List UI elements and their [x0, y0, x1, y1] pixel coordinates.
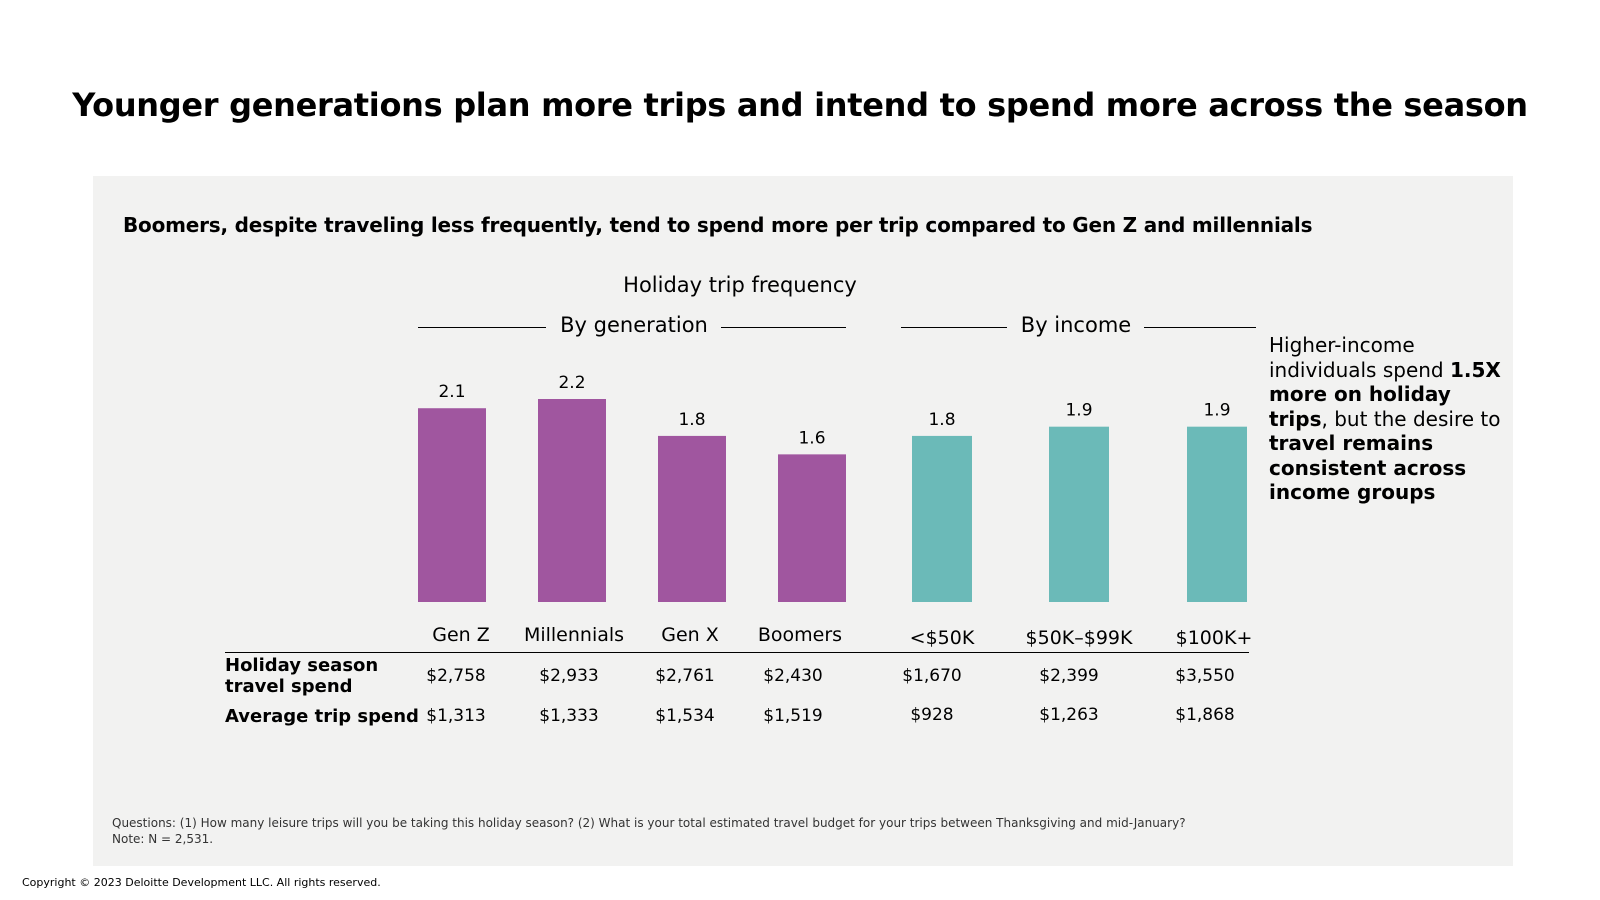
category-label-100k-plus: $100K+	[1175, 627, 1253, 649]
avg-trip-spend-boomers: $1,519	[763, 706, 823, 726]
bar-value-100k: 1.9	[1203, 401, 1230, 421]
income-rule-left	[901, 327, 1007, 328]
category-label-millennials: Millennials	[523, 624, 625, 646]
footnote: Questions: (1) How many leisure trips wi…	[112, 815, 1186, 847]
bar-value-gen-x: 1.8	[678, 410, 705, 430]
category-label-gen-z: Gen Z	[432, 624, 490, 646]
bar-value-millennials: 2.2	[558, 373, 585, 393]
holiday-spend-50k-99k: $2,399	[1039, 666, 1099, 686]
bar-50k-99k	[1049, 426, 1109, 602]
income-callout: Higher-income individuals spend 1.5X mor…	[1269, 333, 1504, 505]
bar-boomers	[778, 454, 846, 602]
bar-value-boomers: 1.6	[798, 428, 825, 448]
holiday-spend-100k-plus: $3,550	[1175, 666, 1235, 686]
category-label-50k-99k: $50K–$99K	[1025, 627, 1133, 649]
callout-bold-2: travel remains consistent across income …	[1269, 431, 1467, 504]
bar-value-50k: 1.8	[928, 410, 955, 430]
avg-trip-spend-gen-x: $1,534	[655, 706, 715, 726]
generation-rule-right	[721, 327, 846, 328]
category-label-under-50k: <$50K	[909, 627, 975, 649]
avg-trip-spend-50k-99k: $1,263	[1039, 705, 1099, 725]
holiday-spend-boomers: $2,430	[763, 666, 823, 686]
footnote-questions: Questions: (1) How many leisure trips wi…	[112, 816, 1186, 830]
callout-bold-1: 1.5X more on holiday trips	[1269, 357, 1501, 431]
category-label-boomers: Boomers	[757, 624, 843, 646]
copyright: Copyright © 2023 Deloitte Development LL…	[22, 876, 381, 889]
holiday-spend-under-50k: $1,670	[902, 666, 962, 686]
chart-title: Holiday trip frequency	[623, 273, 857, 297]
avg-trip-spend-gen-z: $1,313	[426, 706, 486, 726]
bar-value-50k-99k: 1.9	[1065, 401, 1092, 421]
callout-text-2: , but the desire to	[1321, 406, 1501, 431]
avg-trip-spend-under-50k: $928	[910, 705, 954, 725]
avg-trip-spend-100k-plus: $1,868	[1175, 705, 1235, 725]
footnote-note: Note: N = 2,531.	[112, 832, 214, 846]
bar-value-gen-z: 2.1	[438, 382, 465, 402]
bar-100k	[1187, 426, 1247, 602]
table-divider	[225, 652, 1249, 653]
holiday-spend-millennials: $2,933	[539, 666, 599, 686]
generation-rule-left	[418, 327, 546, 328]
page-title: Younger generations plan more trips and …	[72, 86, 1528, 124]
bar-millennials	[538, 399, 606, 602]
callout-text-1: Higher-income individuals spend	[1269, 333, 1450, 382]
bar-gen-x	[658, 435, 726, 602]
group-label-generation: By generation	[560, 313, 708, 337]
bar-gen-z	[418, 408, 486, 602]
holiday-spend-gen-x: $2,761	[655, 666, 715, 686]
chart-subtitle: Boomers, despite traveling less frequent…	[123, 213, 1313, 237]
bar-50k	[912, 435, 972, 602]
row-label-avg-trip-spend: Average trip spend	[225, 706, 419, 727]
category-label-gen-x: Gen X	[661, 624, 719, 646]
avg-trip-spend-millennials: $1,333	[539, 706, 599, 726]
income-rule-right	[1144, 327, 1256, 328]
holiday-spend-gen-z: $2,758	[426, 666, 486, 686]
group-label-income: By income	[1020, 313, 1132, 337]
row-label-holiday-spend: Holiday season travel spend	[225, 655, 379, 697]
